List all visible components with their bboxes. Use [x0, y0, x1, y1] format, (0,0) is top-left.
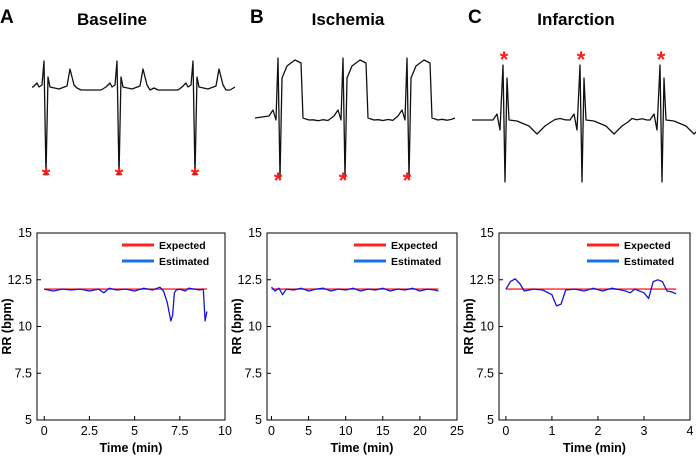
panel-c: C Infarction * * * — [468, 7, 696, 183]
panel-title: Baseline — [77, 10, 147, 29]
rr-chart-3: 0 1 2 3 4 5 7.5 10 12.5 15 Time (min) RR (bpm) Expec… — [462, 226, 694, 455]
y-tick-label: 5 — [255, 413, 262, 427]
x-axis-label: Time (min) — [563, 441, 626, 455]
r-peak-marker: * — [115, 163, 124, 188]
y-tick-label: 7.5 — [477, 366, 494, 380]
panel-title: Ischemia — [312, 10, 385, 29]
y-axis-label: RR (bpm) — [230, 298, 244, 354]
legend-label-estimated: Estimated — [624, 256, 674, 268]
panel-letter: C — [468, 7, 482, 28]
panel-title: Infarction — [537, 10, 614, 29]
panel-b: B Ischemia * * * — [250, 7, 456, 193]
y-tick-label: 10 — [248, 320, 262, 334]
x-tick-label: 25 — [450, 424, 464, 438]
legend-label-expected: Expected — [391, 240, 438, 252]
x-tick-label: 3 — [640, 424, 647, 438]
y-tick-label: 15 — [480, 226, 494, 240]
r-peak-marker: * — [274, 168, 283, 193]
y-tick-label: 15 — [18, 226, 32, 240]
x-tick-label: 5 — [305, 424, 312, 438]
plot-area — [498, 232, 691, 421]
legend-label-estimated: Estimated — [391, 256, 441, 268]
plot-area — [266, 232, 458, 421]
x-axis-label: Time (min) — [100, 441, 163, 455]
r-peak-marker: * — [577, 47, 586, 72]
y-axis-label: RR (bpm) — [462, 298, 476, 354]
r-peak-marker: * — [191, 163, 200, 188]
y-tick-label: 10 — [18, 320, 32, 334]
x-tick-label: 20 — [413, 424, 427, 438]
x-tick-label: 7.5 — [171, 424, 188, 438]
y-tick-label: 7.5 — [245, 366, 262, 380]
x-tick-label: 5 — [131, 424, 138, 438]
panel-a: A Baseline * * * — [0, 7, 236, 188]
series-estimated-line — [505, 278, 677, 307]
x-tick-label: 2.5 — [81, 424, 98, 438]
x-tick-label: 10 — [339, 424, 353, 438]
x-tick-label: 10 — [218, 424, 232, 438]
r-peak-marker: * — [657, 47, 666, 72]
x-tick-label: 0 — [41, 424, 48, 438]
y-tick-label: 7.5 — [15, 366, 32, 380]
y-tick-label: 15 — [248, 226, 262, 240]
y-tick-label: 12.5 — [238, 273, 262, 287]
series-estimated-line — [44, 286, 208, 322]
x-tick-label: 2 — [594, 424, 601, 438]
r-peak-marker: * — [500, 47, 509, 72]
ecg-trace — [472, 64, 696, 183]
x-tick-label: 4 — [687, 424, 694, 438]
y-tick-label: 12.5 — [470, 273, 494, 287]
legend-label-estimated: Estimated — [159, 256, 209, 268]
rr-chart-1: 0 2.5 5 7.5 10 5 7.5 10 12.5 15 Time (min) RR (bpm)… — [0, 226, 232, 455]
plot-area — [36, 232, 226, 421]
panel-letter: B — [250, 7, 264, 28]
r-peak-marker: * — [42, 163, 51, 188]
legend-label-expected: Expected — [624, 240, 671, 252]
x-tick-label: 1 — [548, 424, 555, 438]
legend-label-expected: Expected — [159, 240, 206, 252]
x-axis-label: Time (min) — [331, 441, 394, 455]
y-axis-label: RR (bpm) — [0, 298, 14, 354]
r-peak-marker: * — [339, 168, 348, 193]
x-tick-label: 0 — [268, 424, 275, 438]
ecg-trace — [32, 60, 236, 176]
y-tick-label: 12.5 — [8, 273, 32, 287]
y-tick-label: 10 — [480, 320, 494, 334]
r-peak-marker: * — [403, 168, 412, 193]
ecg-trace — [254, 57, 456, 179]
x-tick-label: 15 — [376, 424, 390, 438]
y-tick-label: 5 — [487, 413, 494, 427]
series-estimated-line — [271, 286, 439, 296]
panel-letter: A — [0, 7, 14, 28]
y-tick-label: 5 — [25, 413, 32, 427]
x-tick-label: 0 — [502, 424, 509, 438]
